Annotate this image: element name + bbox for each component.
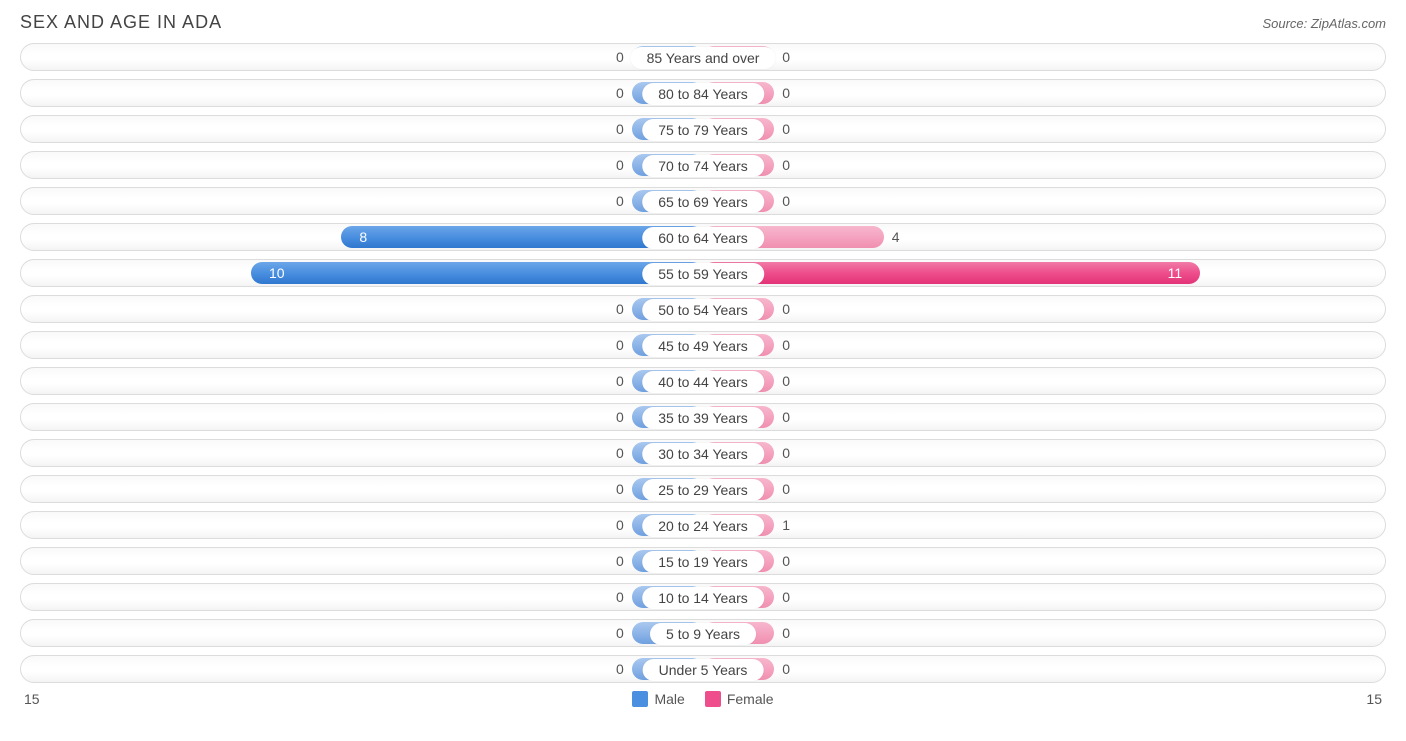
pyramid-row: 0 0 15 to 19 Years: [20, 547, 1386, 575]
female-value: 1: [774, 517, 798, 533]
male-value: 0: [608, 301, 632, 317]
pyramid-row: 0 0 45 to 49 Years: [20, 331, 1386, 359]
age-label: Under 5 Years: [643, 659, 764, 681]
pyramid-row: 0 0 40 to 44 Years: [20, 367, 1386, 395]
female-value: 0: [774, 157, 798, 173]
legend-male-label: Male: [654, 691, 684, 707]
female-value: 0: [774, 553, 798, 569]
male-value: 0: [608, 553, 632, 569]
pyramid-row: 0 1 20 to 24 Years: [20, 511, 1386, 539]
pyramid-row: 0 0 Under 5 Years: [20, 655, 1386, 683]
male-value: 0: [608, 445, 632, 461]
age-label: 50 to 54 Years: [642, 299, 764, 321]
pyramid-row: 0 0 75 to 79 Years: [20, 115, 1386, 143]
female-value: 0: [774, 589, 798, 605]
male-value: 0: [608, 373, 632, 389]
pyramid-row: 8 4 60 to 64 Years: [20, 223, 1386, 251]
male-bar: 10: [251, 262, 703, 284]
pyramid-row: 0 0 30 to 34 Years: [20, 439, 1386, 467]
age-label: 75 to 79 Years: [642, 119, 764, 141]
female-value: 0: [774, 121, 798, 137]
female-value: 0: [774, 373, 798, 389]
age-label: 65 to 69 Years: [642, 191, 764, 213]
female-value: 0: [774, 85, 798, 101]
male-value: 8: [351, 229, 375, 245]
chart-title: SEX AND AGE IN ADA: [20, 12, 222, 33]
male-value: 0: [608, 625, 632, 641]
pyramid-row: 10 11 55 to 59 Years: [20, 259, 1386, 287]
axis-max-left: 15: [20, 691, 40, 707]
age-label: 15 to 19 Years: [642, 551, 764, 573]
age-label: 35 to 39 Years: [642, 407, 764, 429]
legend-female: Female: [705, 691, 774, 707]
age-label: 80 to 84 Years: [642, 83, 764, 105]
male-value: 0: [608, 85, 632, 101]
age-label: 10 to 14 Years: [642, 587, 764, 609]
age-label: 45 to 49 Years: [642, 335, 764, 357]
male-value: 0: [608, 337, 632, 353]
female-value: 0: [774, 49, 798, 65]
female-value: 0: [774, 481, 798, 497]
age-label: 30 to 34 Years: [642, 443, 764, 465]
age-label: 60 to 64 Years: [642, 227, 764, 249]
age-label: 5 to 9 Years: [650, 623, 756, 645]
male-value: 0: [608, 157, 632, 173]
pyramid-row: 0 085 Years and over: [20, 43, 1386, 71]
female-value: 0: [774, 409, 798, 425]
male-value: 0: [608, 517, 632, 533]
legend-female-label: Female: [727, 691, 774, 707]
pyramid-chart: 0085 Years and over0080 to 84 Years0075 …: [20, 43, 1386, 683]
chart-source: Source: ZipAtlas.com: [1262, 16, 1386, 31]
male-value: 0: [608, 193, 632, 209]
pyramid-row: 0 0 25 to 29 Years: [20, 475, 1386, 503]
male-swatch: [632, 691, 648, 707]
female-value: 0: [774, 445, 798, 461]
age-label: 70 to 74 Years: [642, 155, 764, 177]
pyramid-row: 0 0 65 to 69 Years: [20, 187, 1386, 215]
male-value: 0: [608, 121, 632, 137]
legend-male: Male: [632, 691, 684, 707]
male-value: 0: [608, 409, 632, 425]
female-value: 0: [774, 661, 798, 677]
age-label: 85 Years and over: [631, 47, 776, 69]
male-value: 10: [261, 265, 293, 281]
male-value: 0: [608, 49, 632, 65]
pyramid-row: 0 0 35 to 39 Years: [20, 403, 1386, 431]
female-value: 11: [1160, 265, 1191, 281]
pyramid-row: 0 0 70 to 74 Years: [20, 151, 1386, 179]
male-value: 0: [608, 589, 632, 605]
age-label: 55 to 59 Years: [642, 263, 764, 285]
male-value: 0: [608, 481, 632, 497]
female-value: 0: [774, 301, 798, 317]
age-label: 40 to 44 Years: [642, 371, 764, 393]
age-label: 20 to 24 Years: [642, 515, 764, 537]
female-value: 0: [774, 193, 798, 209]
male-value: 0: [608, 661, 632, 677]
female-value: 0: [774, 625, 798, 641]
female-bar: 11: [703, 262, 1200, 284]
age-label: 25 to 29 Years: [642, 479, 764, 501]
legend: Male Female: [632, 691, 773, 707]
female-value: 4: [884, 229, 908, 245]
axis-max-right: 15: [1366, 691, 1386, 707]
pyramid-row: 0 0 5 to 9 Years: [20, 619, 1386, 647]
pyramid-row: 0 0 80 to 84 Years: [20, 79, 1386, 107]
female-swatch: [705, 691, 721, 707]
pyramid-row: 0 0 10 to 14 Years: [20, 583, 1386, 611]
female-value: 0: [774, 337, 798, 353]
pyramid-row: 0 0 50 to 54 Years: [20, 295, 1386, 323]
